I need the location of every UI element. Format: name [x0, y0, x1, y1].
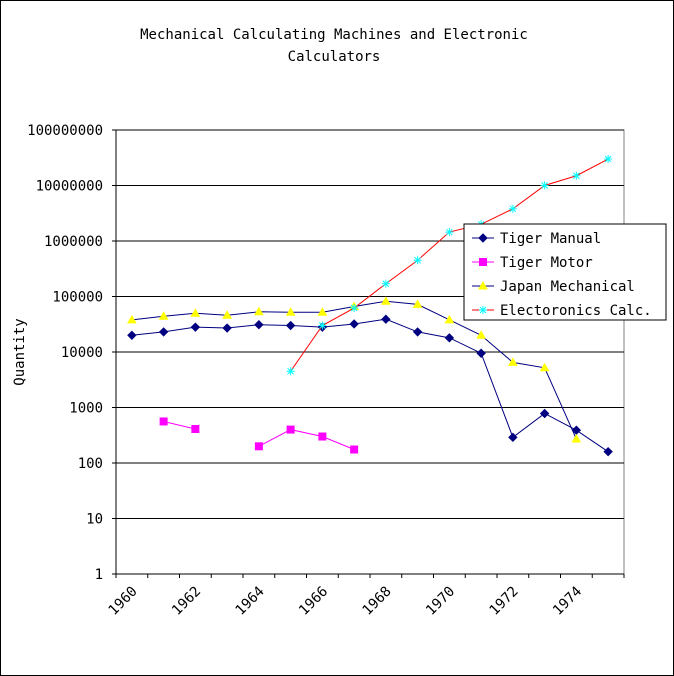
data-point-tiger-manual: [508, 432, 518, 443]
data-point-tiger-manual: [254, 320, 264, 330]
data-point-tiger-manual: [603, 446, 613, 457]
legend-label: Tiger Manual: [500, 231, 601, 247]
series-line-tiger-manual: [131, 318, 609, 453]
x-tick-label: 1974: [550, 584, 585, 619]
data-point-tiger-manual: [539, 408, 550, 419]
data-point-tiger-manual: [349, 319, 359, 329]
data-point-tiger-manual: [285, 320, 296, 331]
data-point-tiger-motor: [254, 442, 263, 451]
data-point-electoronics-calc: [413, 256, 422, 265]
data-point-tiger-motor: [286, 425, 295, 434]
y-tick-label: 100: [78, 456, 103, 472]
legend-marker: [478, 233, 488, 243]
data-point-electoronics-calc: [286, 367, 295, 376]
data-point-tiger-manual: [381, 314, 391, 324]
data-point-tiger-manual: [444, 333, 455, 343]
data-point-japan-mechanical: [444, 314, 455, 324]
data-point-tiger-manual: [158, 327, 169, 337]
data-point-japan-mechanical: [412, 299, 423, 308]
data-point-electoronics-calc: [604, 155, 613, 164]
data-point-tiger-motor: [350, 445, 359, 454]
data-point-japan-mechanical: [190, 308, 201, 317]
data-point-electoronics-calc: [572, 171, 581, 180]
y-tick-label: 10: [86, 512, 103, 528]
data-point-tiger-motor: [159, 417, 168, 426]
legend-marker: [479, 306, 487, 314]
data-point-tiger-manual: [476, 348, 486, 358]
y-tick-label: 1000: [69, 401, 103, 417]
legend-marker: [479, 258, 487, 266]
legend-label: Electoronics Calc.: [500, 303, 652, 319]
data-point-japan-mechanical: [222, 310, 232, 319]
y-axis-label: Quantity: [12, 318, 28, 385]
data-point-tiger-manual: [127, 330, 137, 340]
data-point-electoronics-calc: [381, 279, 390, 288]
x-tick-label: 1970: [423, 584, 458, 619]
data-point-japan-mechanical: [285, 307, 296, 316]
data-point-electoronics-calc: [445, 228, 454, 237]
data-point-japan-mechanical: [317, 307, 328, 316]
x-tick-label: 1960: [106, 584, 141, 619]
x-tick-label: 1972: [487, 584, 522, 619]
series-line-tiger-motor: [163, 420, 196, 430]
plot-area: 1 10 100 1000 10000 100000 1000000 10000000 1000…: [27, 123, 625, 619]
data-point-japan-mechanical: [508, 357, 518, 366]
legend-marker: [478, 280, 488, 290]
data-point-tiger-manual: [190, 322, 201, 332]
y-tick-label: 10000000: [36, 179, 103, 195]
data-point-japan-mechanical: [381, 296, 391, 305]
data-point-japan-mechanical: [158, 311, 169, 320]
legend-label: Tiger Motor: [500, 255, 593, 271]
y-tick-label: 1: [95, 567, 103, 583]
data-point-japan-mechanical: [571, 434, 582, 443]
y-tick-label: 100000: [52, 290, 103, 306]
x-tick-label: 1964: [233, 584, 268, 619]
data-point-japan-mechanical: [254, 306, 264, 316]
series-line-tiger-motor: [258, 429, 355, 450]
data-point-electoronics-calc: [540, 181, 549, 190]
y-tick-label: 10000: [61, 345, 103, 361]
y-tick-label: 100000000: [27, 123, 103, 139]
legend-label: Japan Mechanical: [500, 279, 635, 295]
chart-title-line2: Calculators: [288, 49, 381, 65]
legend: Tiger Manual Tiger Motor Japan Mechanical E…: [463, 223, 667, 321]
legend-box: [463, 223, 667, 321]
data-point-electoronics-calc: [318, 321, 327, 330]
y-tick-label: 1000000: [44, 234, 103, 250]
data-point-japan-mechanical: [539, 362, 550, 372]
data-point-tiger-motor: [318, 432, 327, 441]
data-point-tiger-motor: [191, 424, 200, 433]
data-point-electoronics-calc: [350, 304, 359, 313]
data-point-tiger-manual: [222, 323, 232, 333]
data-point-electoronics-calc: [508, 204, 517, 213]
chart-title-line1: Mechanical Calculating Machines and Elec…: [140, 27, 528, 43]
data-point-japan-mechanical: [127, 314, 137, 324]
x-tick-label: 1966: [296, 584, 331, 619]
x-tick-label: 1962: [169, 584, 204, 619]
data-point-japan-mechanical: [476, 330, 486, 339]
data-point-tiger-manual: [412, 327, 423, 337]
x-tick-label: 1968: [360, 584, 395, 619]
